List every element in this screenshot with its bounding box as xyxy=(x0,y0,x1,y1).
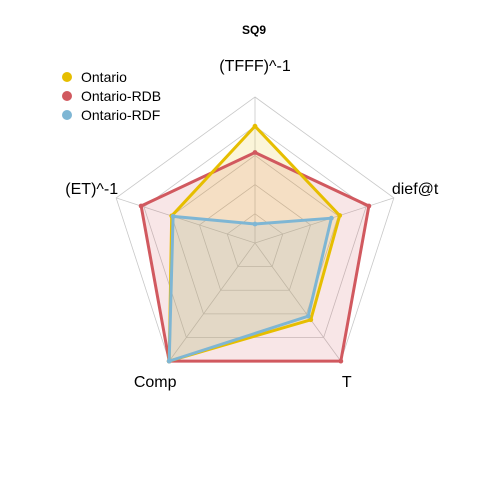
series-area-2 xyxy=(141,152,369,362)
series-3-point-2 xyxy=(328,215,334,221)
legend-label-2: Ontario-RDB xyxy=(81,88,161,104)
chart-title: SQ9 xyxy=(242,23,266,37)
grid-ring-1 xyxy=(226,213,284,268)
grid-ring-3 xyxy=(171,154,339,315)
series-3-point-5 xyxy=(170,213,176,219)
series-2-point-1 xyxy=(252,150,258,155)
series-area-3 xyxy=(169,216,332,362)
series-line-3 xyxy=(167,214,333,363)
series-area-1 xyxy=(169,126,340,362)
legend: Ontario Ontario-RDB Ontario-RDF xyxy=(62,69,161,123)
legend-label-1: Ontario xyxy=(81,69,127,85)
axis-labels: (TFFF)^-1 dief@t T Comp (ET)^-1 xyxy=(65,58,439,391)
grid-spoke-4 xyxy=(168,242,256,362)
axis-label-1: (TFFF)^-1 xyxy=(219,58,291,75)
series-1-point-3 xyxy=(308,317,314,323)
series-line-1 xyxy=(167,124,342,363)
series-2-point-2 xyxy=(366,203,372,209)
legend-marker-1 xyxy=(62,72,72,82)
series-layer xyxy=(138,123,372,364)
series-1-point-1 xyxy=(252,123,258,129)
series-3-point-4 xyxy=(166,358,172,364)
axis-label-5: (ET)^-1 xyxy=(65,181,118,198)
series-2-point-3 xyxy=(338,358,344,364)
series-3-point-1 xyxy=(252,221,258,227)
axis-label-2: dief@t xyxy=(392,181,439,198)
series-line-2 xyxy=(139,150,371,363)
series-1-point-2 xyxy=(337,213,343,218)
axis-label-3: T xyxy=(342,374,352,391)
axis-label-4: Comp xyxy=(134,374,177,391)
grid-spoke-3 xyxy=(254,242,342,362)
series-2-point-5 xyxy=(138,203,144,209)
legend-label-3: Ontario-RDF xyxy=(81,107,160,123)
legend-marker-2 xyxy=(62,91,72,101)
series-3-point-3 xyxy=(305,313,311,319)
legend-marker-3 xyxy=(62,110,72,120)
